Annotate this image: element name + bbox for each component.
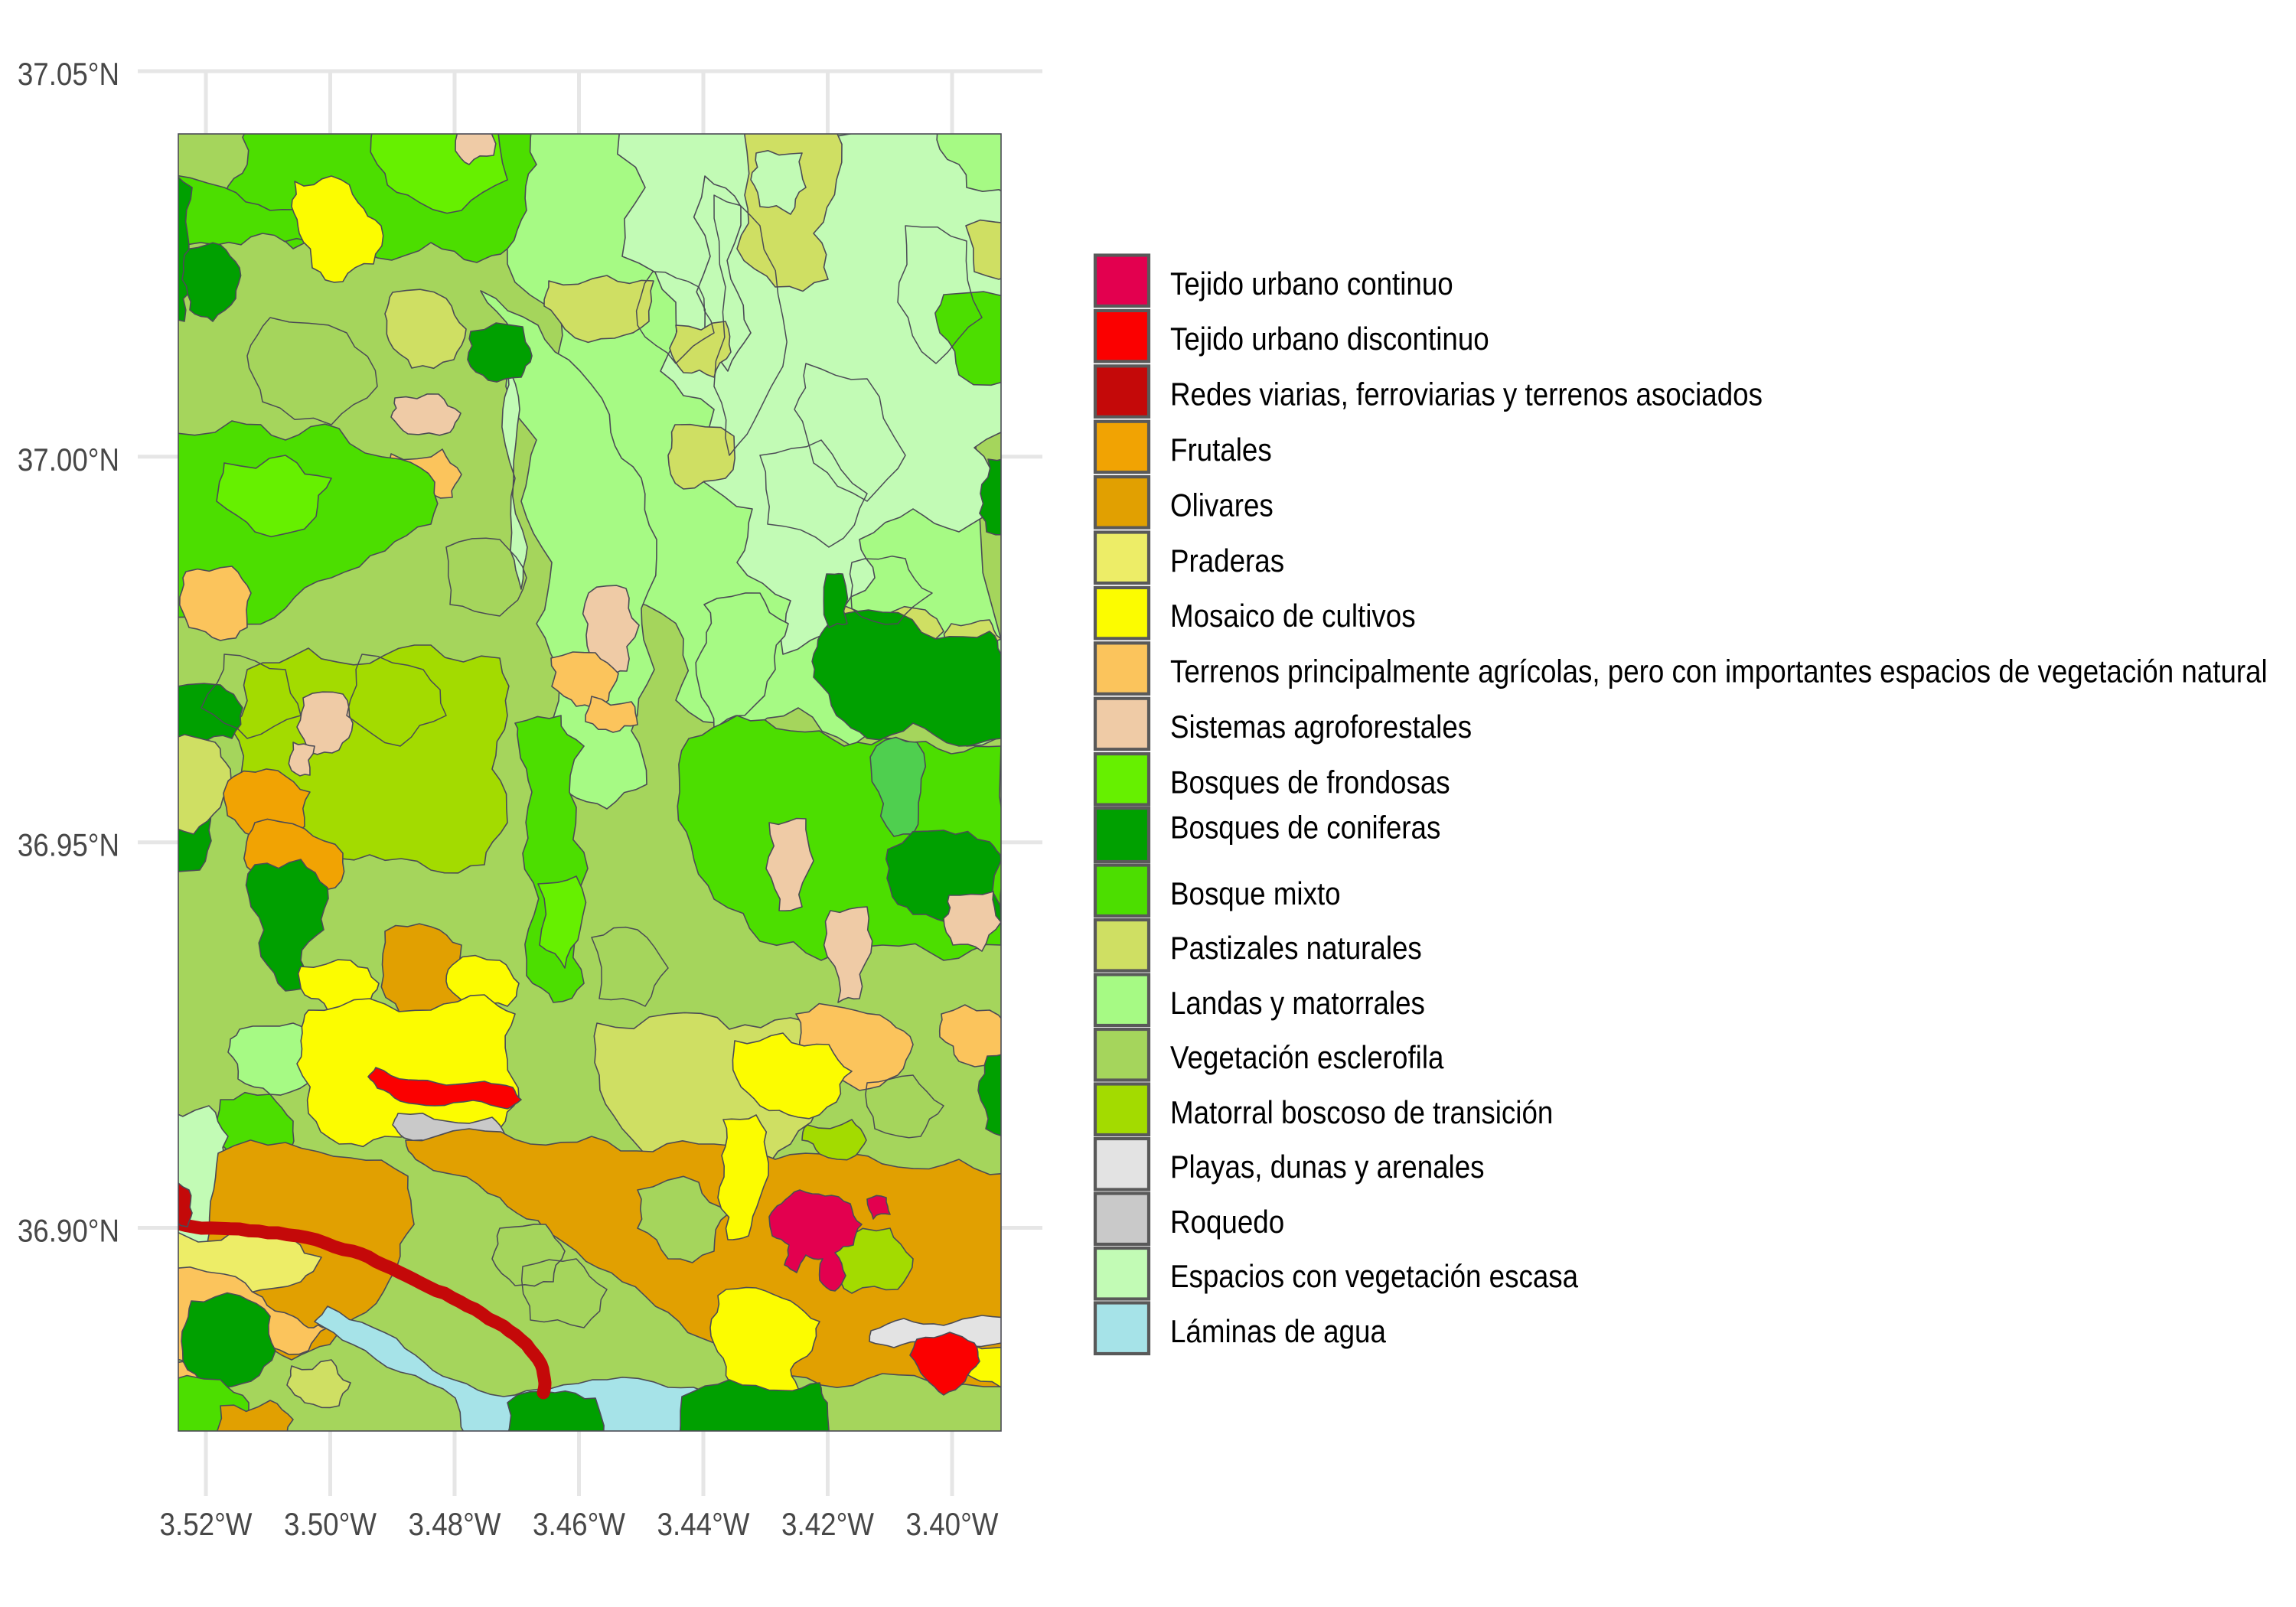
svg-text:Bosques de frondosas: Bosques de frondosas <box>1170 764 1450 800</box>
svg-text:3.48°W: 3.48°W <box>409 1507 502 1543</box>
svg-text:36.90°N: 36.90°N <box>18 1213 119 1249</box>
svg-text:Bosques de coniferas: Bosques de coniferas <box>1170 810 1440 846</box>
svg-text:Bosque mixto: Bosque mixto <box>1170 876 1341 912</box>
svg-text:Mosaico de cultivos: Mosaico de cultivos <box>1170 598 1416 634</box>
svg-text:Praderas: Praderas <box>1170 543 1284 579</box>
svg-text:3.40°W: 3.40°W <box>906 1507 1000 1543</box>
svg-text:Vegetación esclerofila: Vegetación esclerofila <box>1170 1040 1443 1076</box>
svg-text:Playas, dunas y arenales: Playas, dunas y arenales <box>1170 1149 1485 1185</box>
svg-text:37.05°N: 37.05°N <box>18 57 119 93</box>
svg-text:3.42°W: 3.42°W <box>781 1507 875 1543</box>
svg-text:Frutales: Frutales <box>1170 432 1272 468</box>
svg-text:3.52°W: 3.52°W <box>160 1507 253 1543</box>
svg-text:Roquedo: Roquedo <box>1170 1204 1284 1240</box>
svg-text:Tejido urbano continuo: Tejido urbano continuo <box>1170 266 1453 302</box>
svg-text:Espacios con vegetación escasa: Espacios con vegetación escasa <box>1170 1259 1578 1295</box>
svg-text:Redes viarias, ferroviarias y: Redes viarias, ferroviarias y terrenos a… <box>1170 376 1763 412</box>
svg-text:Olivares: Olivares <box>1170 487 1274 523</box>
svg-text:Landas y matorrales: Landas y matorrales <box>1170 986 1425 1022</box>
svg-text:3.46°W: 3.46°W <box>533 1507 626 1543</box>
svg-text:Láminas de agua: Láminas de agua <box>1170 1314 1386 1350</box>
svg-text:Terrenos principalmente agríco: Terrenos principalmente agrícolas, pero … <box>1170 654 2268 689</box>
svg-text:Matorral boscoso de transición: Matorral boscoso de transición <box>1170 1095 1553 1131</box>
svg-text:36.95°N: 36.95°N <box>18 827 119 863</box>
svg-text:Sistemas agroforestales: Sistemas agroforestales <box>1170 709 1472 745</box>
svg-text:3.50°W: 3.50°W <box>284 1507 377 1543</box>
svg-text:Tejido urbano discontinuo: Tejido urbano discontinuo <box>1170 321 1489 357</box>
svg-text:Pastizales naturales: Pastizales naturales <box>1170 931 1422 966</box>
svg-text:3.44°W: 3.44°W <box>657 1507 751 1543</box>
svg-text:37.00°N: 37.00°N <box>18 442 119 478</box>
